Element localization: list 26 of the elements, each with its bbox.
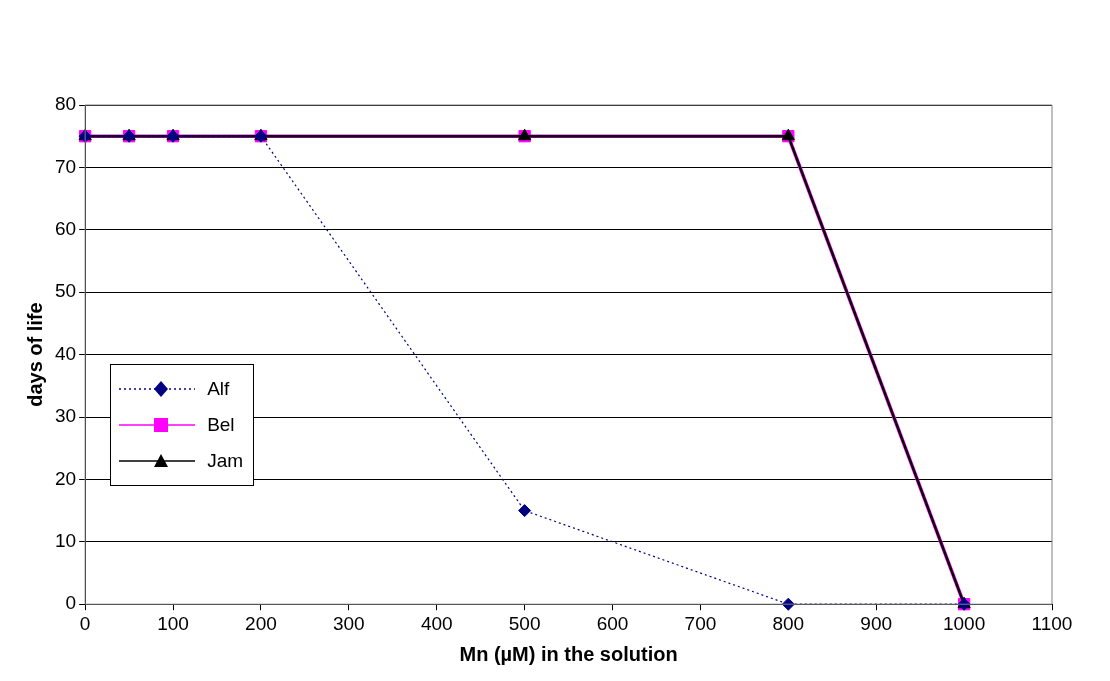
x-tick-label: 300 (332, 612, 365, 634)
y-tick-label: 40 (54, 342, 77, 364)
y-tick-label: 80 (54, 93, 77, 115)
legend-label: Alf (207, 377, 230, 400)
x-tick-label: 1100 (1031, 612, 1073, 634)
y-tick-label: 0 (65, 592, 77, 614)
y-tick-label: 60 (54, 218, 77, 240)
legend-label: Bel (207, 413, 235, 436)
y-tick-label: 20 (54, 467, 77, 489)
y-axis-title: days of life (23, 302, 46, 407)
x-tick-label: 0 (79, 612, 91, 634)
x-tick-label: 600 (596, 612, 629, 634)
x-tick-label: 1000 (942, 612, 986, 634)
x-tick-label: 800 (772, 612, 805, 634)
y-tick-label: 30 (54, 405, 77, 427)
legend-label: Jam (207, 449, 244, 472)
x-tick-label: 500 (508, 612, 541, 634)
x-axis-title: Mn (µM) in the solution (459, 642, 678, 665)
x-tick-label: 200 (245, 612, 277, 634)
y-tick-label: 50 (54, 280, 77, 302)
x-tick-label: 900 (860, 612, 893, 634)
x-tick-label: 100 (157, 612, 189, 634)
x-tick-label: 700 (684, 612, 717, 634)
x-tick-label: 400 (420, 612, 453, 634)
y-tick-label: 10 (54, 530, 77, 552)
y-tick-label: 70 (54, 155, 77, 177)
